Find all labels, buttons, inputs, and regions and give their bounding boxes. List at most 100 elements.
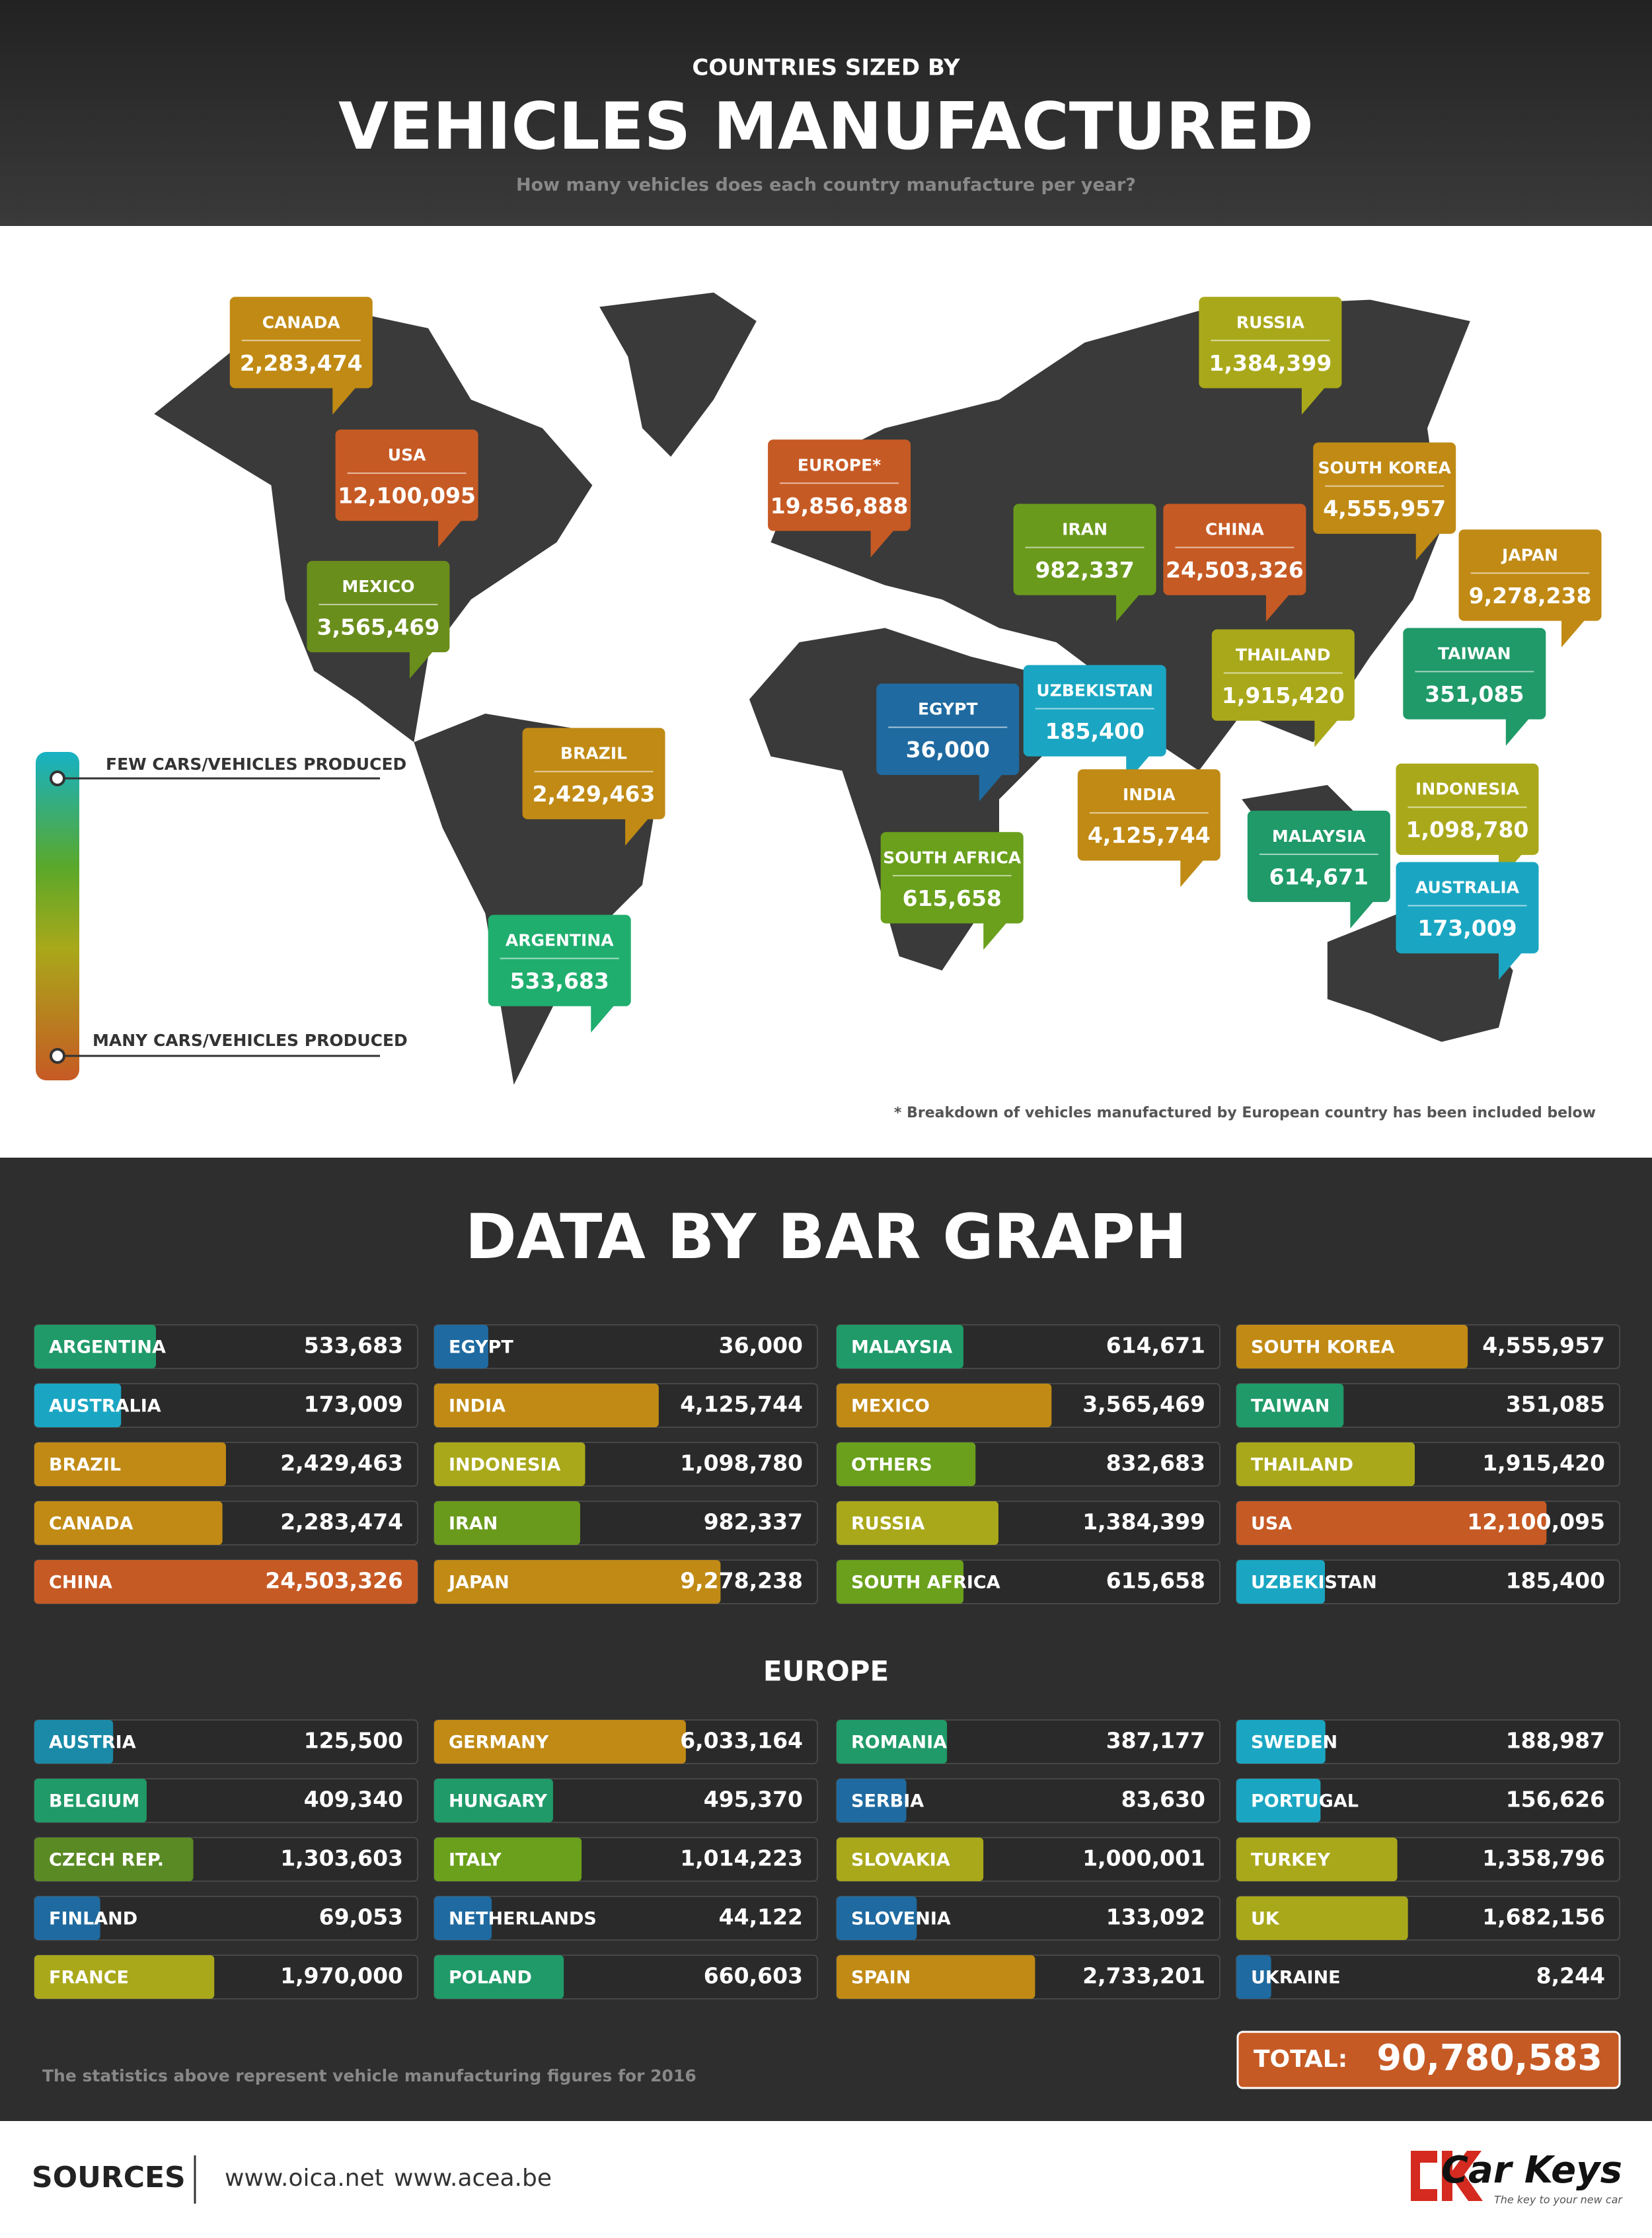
callout-name: INDONESIA	[1415, 780, 1520, 799]
bar-value: 4,555,957	[1482, 1333, 1605, 1359]
bar-name: MEXICO	[851, 1396, 930, 1417]
bar	[34, 1501, 223, 1545]
callout-value: 2,283,474	[240, 350, 363, 376]
source-link[interactable]: www.acea.be	[394, 2165, 552, 2192]
callout-name: EGYPT	[918, 700, 978, 719]
bar-value: 982,337	[704, 1509, 803, 1535]
bar-value: 36,000	[719, 1333, 803, 1359]
callout-box	[1013, 504, 1156, 595]
legend-many: MANY CARS/VEHICLES PRODUCED	[93, 1031, 408, 1050]
callout-pointer	[591, 1004, 615, 1033]
bar	[34, 1838, 194, 1881]
callout-box	[1199, 297, 1342, 389]
bar-value: 69,053	[319, 1904, 403, 1930]
callout-pointer	[1505, 718, 1530, 746]
callout-box	[229, 297, 373, 389]
bar-value: 1,970,000	[280, 1963, 403, 1989]
bar	[434, 1779, 553, 1822]
bar-name: RUSSIA	[851, 1514, 924, 1534]
callout-box	[1077, 769, 1220, 861]
bar	[1236, 1384, 1344, 1427]
europe-title: EUROPE	[763, 1655, 889, 1688]
callout-box	[1458, 529, 1602, 621]
legend-dot	[50, 1048, 65, 1064]
bar	[1236, 1838, 1398, 1881]
callout-pointer	[1180, 859, 1205, 887]
callout-pointer	[1350, 901, 1374, 929]
bar-name: OTHERS	[851, 1455, 932, 1475]
callout-box	[522, 727, 665, 819]
bar-value: 1,358,796	[1482, 1846, 1605, 1871]
bar	[837, 1838, 984, 1881]
bar	[434, 1442, 585, 1486]
callout-name: THAILAND	[1236, 646, 1331, 665]
callout-pointer	[1314, 719, 1339, 747]
bar-value: 387,177	[1106, 1728, 1205, 1754]
bar	[434, 1838, 582, 1881]
bar-name: INDIA	[449, 1396, 506, 1417]
legend-few: FEW CARS/VEHICLES PRODUCED	[106, 755, 406, 774]
callout-value: 185,400	[1045, 718, 1145, 744]
callout-name: USA	[388, 445, 426, 465]
bar-name: EGYPT	[449, 1337, 513, 1358]
callout-pointer	[983, 922, 1008, 950]
callout-value: 1,098,780	[1406, 817, 1529, 842]
bar-value: 351,085	[1506, 1392, 1605, 1417]
bar-name: POLAND	[449, 1968, 532, 1988]
bar-name: UZBEKISTAN	[1251, 1573, 1377, 1593]
callout-value: 1,915,420	[1222, 683, 1345, 708]
callout-name: INDIA	[1123, 785, 1176, 804]
source-link[interactable]: www.oica.net	[225, 2165, 384, 2192]
bar-value: 1,303,603	[280, 1846, 403, 1871]
bar-name: SWEDEN	[1251, 1733, 1337, 1753]
bar-value: 1,098,780	[680, 1450, 803, 1476]
callout-pointer	[1116, 593, 1141, 622]
bar	[434, 1955, 564, 1999]
callout-name: CANADA	[262, 313, 341, 332]
bar-name: CHINA	[49, 1573, 112, 1593]
bar-name: ARGENTINA	[49, 1337, 166, 1358]
bar	[1236, 1779, 1321, 1822]
bar	[1236, 1442, 1415, 1486]
callout-box	[335, 429, 478, 521]
callout-box	[1396, 763, 1539, 855]
bar	[34, 1325, 157, 1368]
bar-value: 3,565,469	[1082, 1392, 1205, 1417]
callout-pointer	[1265, 593, 1290, 622]
callout-pointer	[1301, 387, 1326, 415]
callout-box	[1403, 628, 1546, 720]
bar-name: ROMANIA	[851, 1733, 947, 1753]
callout-value: 615,658	[903, 885, 1002, 911]
bar-value: 614,671	[1106, 1333, 1205, 1359]
bar-value: 409,340	[304, 1787, 403, 1812]
bar	[1236, 1325, 1468, 1368]
callout-pointer	[625, 817, 650, 846]
legend-dot	[50, 770, 65, 786]
bar	[837, 1955, 1035, 1999]
bar	[1236, 1560, 1325, 1604]
bar-value: 133,092	[1106, 1904, 1205, 1930]
callout-value: 36,000	[906, 737, 990, 763]
bar	[1236, 1720, 1326, 1764]
bar	[1236, 1896, 1408, 1940]
bar-value: 1,682,156	[1482, 1904, 1605, 1930]
footnote: The statistics above represent vehicle m…	[42, 2066, 696, 2085]
bar-value: 125,500	[304, 1728, 403, 1754]
bar	[34, 1955, 215, 1999]
bar-name: TURKEY	[1251, 1850, 1330, 1871]
bar	[434, 1384, 659, 1427]
callout-box	[880, 832, 1024, 924]
callout-name: SOUTH AFRICA	[883, 848, 1022, 867]
callout-value: 173,009	[1417, 915, 1517, 941]
bar-value: 44,122	[719, 1904, 803, 1930]
callout-value: 614,671	[1269, 864, 1369, 889]
callout-box	[1396, 862, 1539, 953]
bar-value: 4,125,744	[680, 1392, 803, 1417]
bar	[434, 1501, 580, 1545]
bar	[34, 1779, 147, 1822]
bar-value: 2,429,463	[280, 1450, 403, 1476]
bar	[34, 1384, 122, 1427]
callout-name: EUROPE*	[798, 455, 881, 474]
bar-name: MALAYSIA	[851, 1337, 952, 1358]
